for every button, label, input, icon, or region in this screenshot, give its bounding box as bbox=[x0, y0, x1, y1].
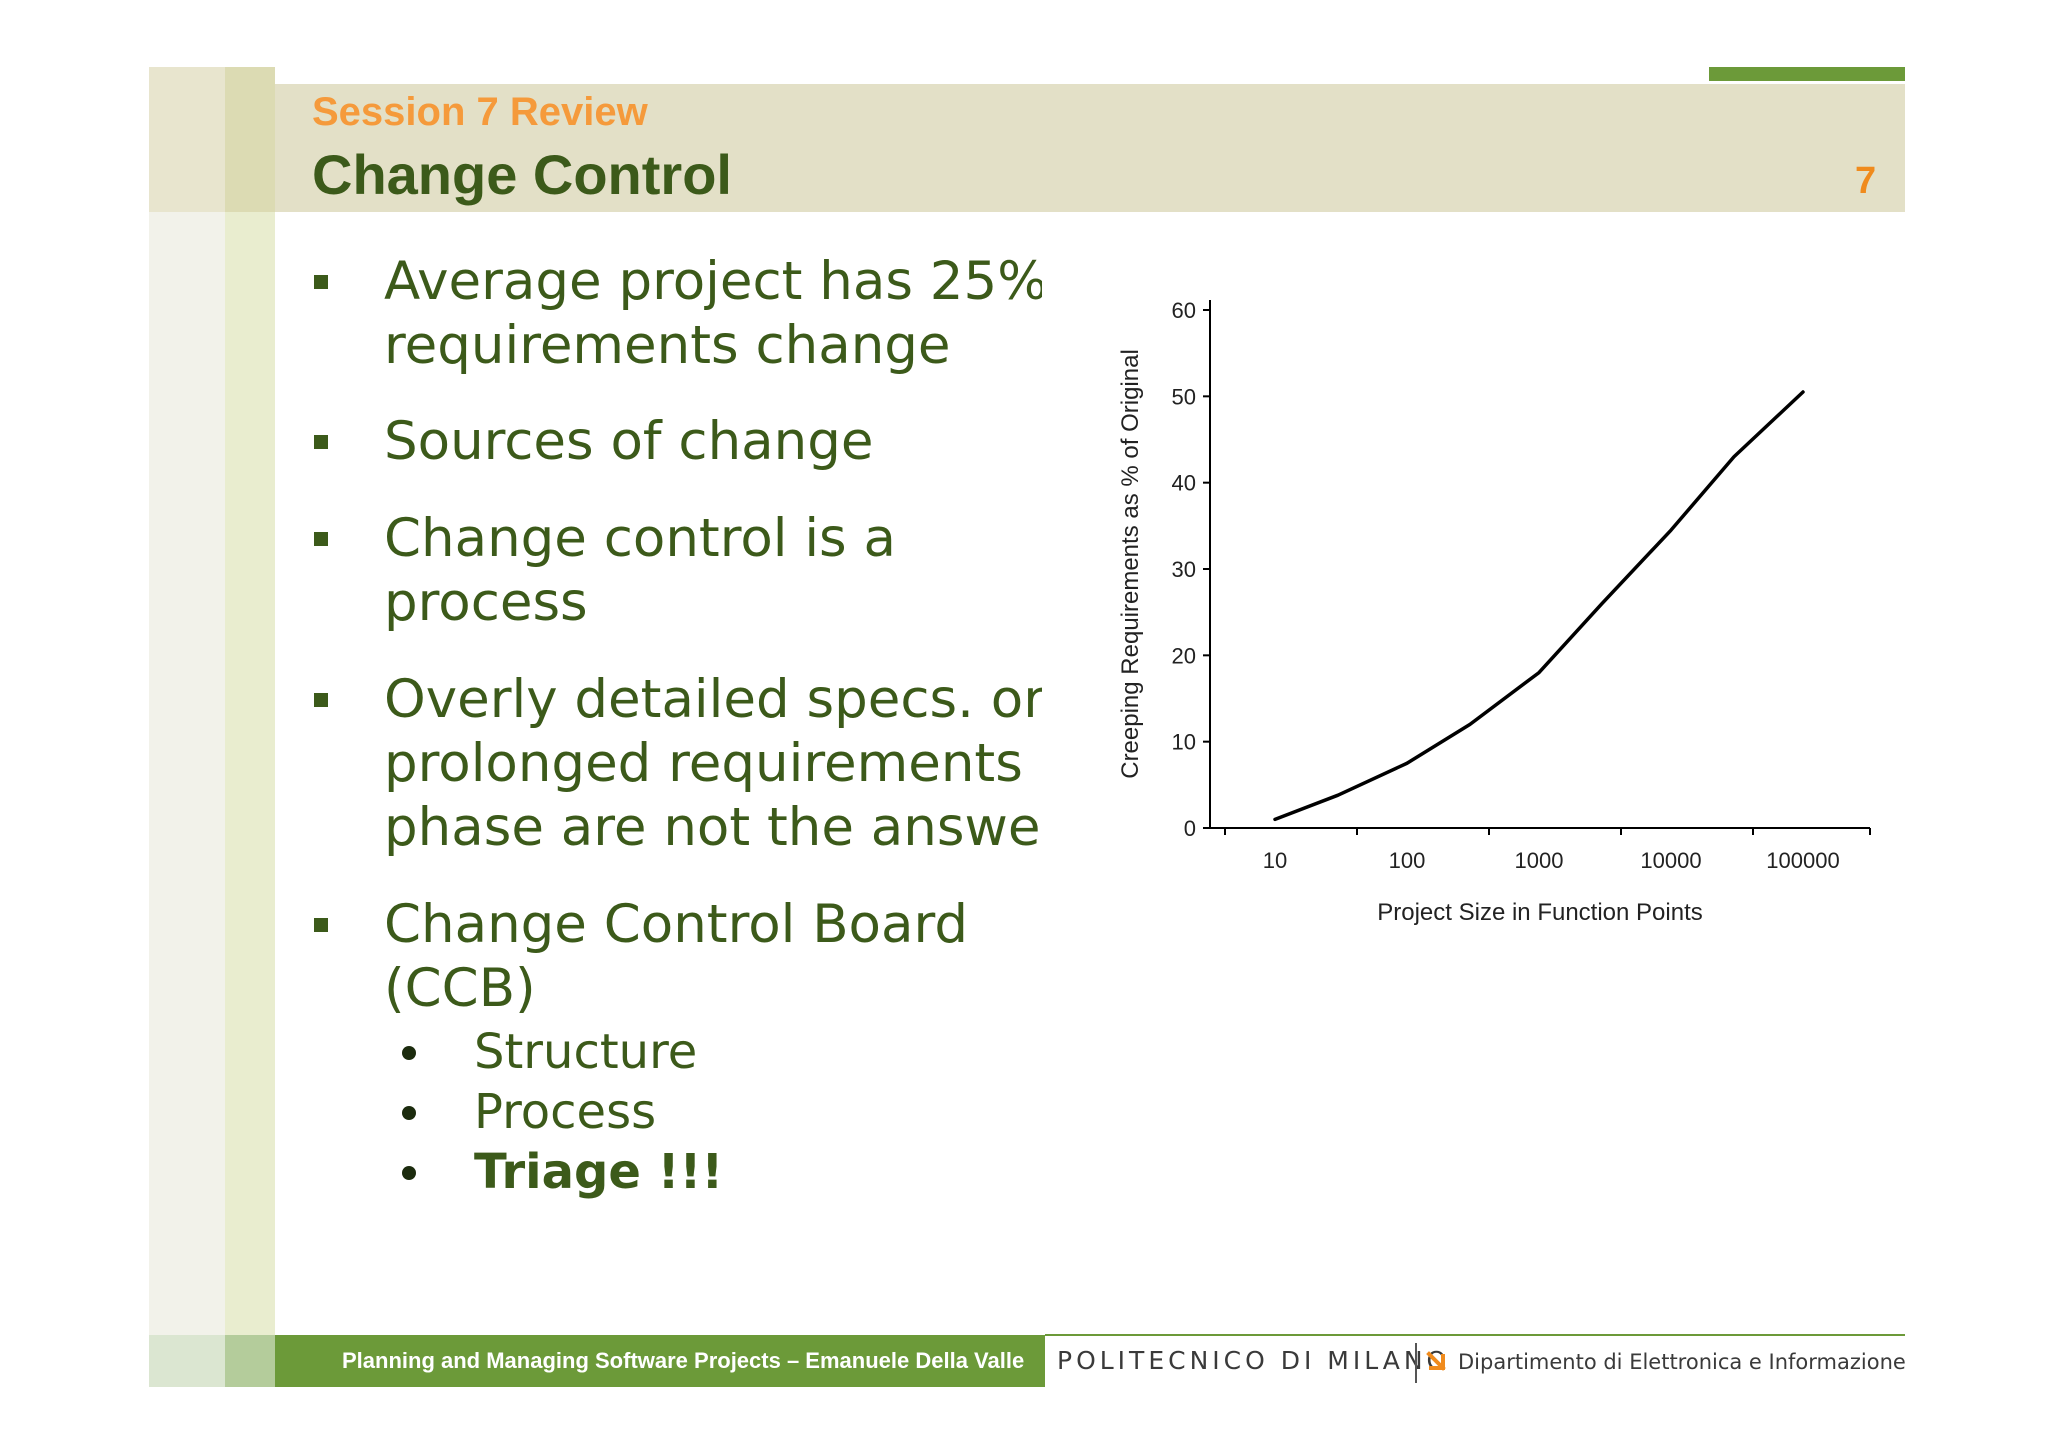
bullet-text: Change control is a bbox=[384, 508, 896, 569]
institution-name: POLITECNICO DI MILANO bbox=[1057, 1346, 1451, 1375]
bullet-list: Average project has 25% requirements cha… bbox=[312, 250, 1042, 1200]
y-axis-label: Creeping Requirements as % of Original bbox=[1117, 349, 1144, 779]
round-bullet-icon bbox=[402, 1166, 416, 1180]
bullet-text: (CCB) bbox=[384, 958, 536, 1019]
creeping-requirements-chart: 0 10 20 30 40 50 60 10 100 1000 10000 100000 Project… bbox=[1117, 298, 1871, 926]
y-tick-label: 20 bbox=[1172, 643, 1196, 668]
department-name: Dipartimento di Elettronica e Informazio… bbox=[1458, 1350, 1906, 1374]
x-tick-label: 100000 bbox=[1766, 848, 1839, 873]
square-bullet-icon bbox=[314, 918, 328, 932]
bullet-text: Sources of change bbox=[384, 411, 874, 472]
slide-header bbox=[275, 84, 1905, 212]
round-bullet-icon bbox=[402, 1106, 416, 1120]
sub-bullet-text: Triage !!! bbox=[474, 1144, 724, 1200]
square-bullet-icon bbox=[314, 693, 328, 707]
arrow-down-right-icon bbox=[1426, 1351, 1446, 1371]
left-band bbox=[225, 212, 275, 1335]
x-tick-label: 10 bbox=[1263, 848, 1287, 873]
bullet-text: phase are not the answer bbox=[384, 797, 1042, 858]
y-tick-label: 0 bbox=[1184, 816, 1196, 841]
y-tick-label: 10 bbox=[1172, 730, 1196, 755]
bullet-text: requirements change bbox=[384, 315, 951, 376]
footer-course: Planning and Managing Software Projects … bbox=[342, 1348, 1025, 1373]
bullet-text: process bbox=[384, 572, 588, 633]
left-band bbox=[225, 1335, 275, 1387]
y-tick-label: 40 bbox=[1172, 471, 1196, 496]
sub-bullet-text: Structure bbox=[474, 1024, 698, 1080]
square-bullet-icon bbox=[314, 532, 328, 546]
left-band bbox=[225, 67, 275, 212]
left-band bbox=[149, 212, 225, 1335]
x-tick-label: 10000 bbox=[1640, 848, 1701, 873]
left-band bbox=[149, 67, 225, 212]
square-bullet-icon bbox=[314, 435, 328, 449]
x-tick-label: 1000 bbox=[1515, 848, 1564, 873]
slide-title: Change Control bbox=[312, 143, 732, 206]
bullet-text: Overly detailed specs. or bbox=[384, 669, 1042, 730]
header-accent-bar bbox=[1709, 67, 1905, 81]
footer-separator bbox=[1415, 1343, 1417, 1383]
y-tick-label: 60 bbox=[1172, 298, 1196, 323]
bullet-text: Average project has 25% bbox=[384, 251, 1042, 312]
round-bullet-icon bbox=[402, 1046, 416, 1060]
left-band bbox=[149, 1335, 225, 1387]
x-tick-label: 100 bbox=[1389, 848, 1426, 873]
y-tick-label: 50 bbox=[1172, 384, 1196, 409]
slide-number: 7 bbox=[1855, 160, 1877, 202]
footer-bar bbox=[275, 1335, 1045, 1387]
series-line bbox=[1273, 390, 1805, 822]
session-label: Session 7 Review bbox=[312, 90, 648, 134]
y-tick-label: 30 bbox=[1172, 557, 1196, 582]
sub-bullet-text: Process bbox=[474, 1084, 657, 1140]
square-bullet-icon bbox=[314, 275, 328, 289]
x-axis-label: Project Size in Function Points bbox=[1377, 899, 1703, 926]
bullet-text: prolonged requirements bbox=[384, 733, 1023, 794]
bullet-text: Change Control Board bbox=[384, 894, 968, 955]
footer-divider bbox=[1045, 1334, 1905, 1336]
